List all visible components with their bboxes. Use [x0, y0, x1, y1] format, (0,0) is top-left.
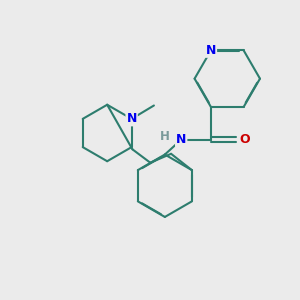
- Text: N: N: [206, 44, 216, 57]
- Text: H: H: [160, 130, 170, 143]
- Text: N: N: [176, 133, 186, 146]
- Text: N: N: [126, 112, 137, 125]
- Text: O: O: [240, 133, 250, 146]
